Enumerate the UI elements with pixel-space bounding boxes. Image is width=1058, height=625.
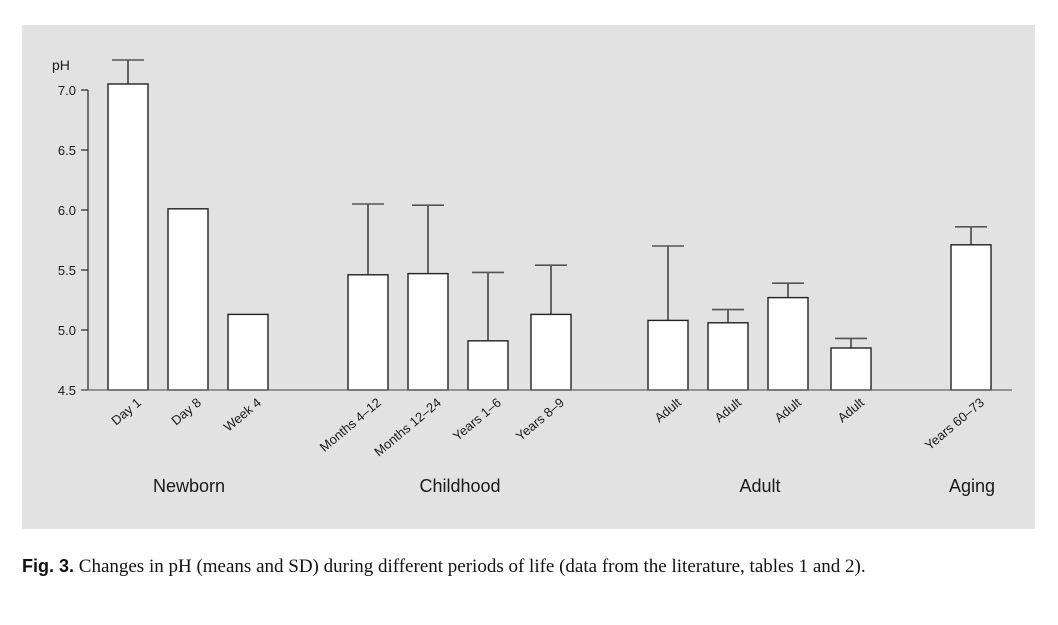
bar: [467, 340, 509, 391]
x-tick-label: Adult: [772, 395, 805, 426]
bar: [107, 83, 149, 391]
group-label: Newborn: [153, 476, 225, 496]
x-tick-label: Years 60–73: [922, 395, 987, 453]
bar: [830, 347, 872, 391]
x-tick-label: Week 4: [221, 395, 264, 435]
y-tick-label: 6.5: [58, 143, 76, 158]
group-label: Childhood: [419, 476, 500, 496]
group-label: Aging: [949, 476, 995, 496]
y-tick-label: 4.5: [58, 383, 76, 398]
y-tick-label: 5.0: [58, 323, 76, 338]
caption-text: Changes in pH (means and SD) during diff…: [74, 556, 866, 577]
x-tick-label: Years 1–6: [450, 395, 504, 444]
y-axis-label: pH: [52, 57, 70, 73]
y-tick-label: 7.0: [58, 83, 76, 98]
bars: [107, 83, 992, 391]
x-tick-label: Day 8: [168, 395, 204, 428]
bar: [647, 319, 689, 391]
y-axis: 7.0 6.5 6.0 5.5 5.0 4.5: [58, 83, 89, 398]
x-tick-label: Adult: [835, 395, 868, 426]
x-tick-label: Years 8–9: [513, 395, 567, 444]
bar: [530, 313, 572, 391]
y-tick-label: 6.0: [58, 203, 76, 218]
x-tick-label: Adult: [712, 395, 745, 426]
group-label: Adult: [739, 476, 780, 496]
bar: [950, 244, 992, 391]
bar: [707, 322, 749, 391]
group-labels: Newborn Childhood Adult Aging: [153, 476, 995, 496]
bar: [767, 296, 809, 391]
x-tick-label: Day 1: [108, 395, 144, 428]
bar: [347, 274, 389, 391]
bar: [227, 313, 269, 391]
error-bars: [112, 59, 987, 348]
bar: [407, 272, 449, 391]
x-tick-label: Adult: [652, 395, 685, 426]
figure-caption: Fig. 3. Changes in pH (means and SD) dur…: [22, 556, 866, 578]
figure-label: Fig. 3.: [22, 556, 75, 576]
y-tick-label: 5.5: [58, 263, 76, 278]
bar: [167, 208, 209, 391]
